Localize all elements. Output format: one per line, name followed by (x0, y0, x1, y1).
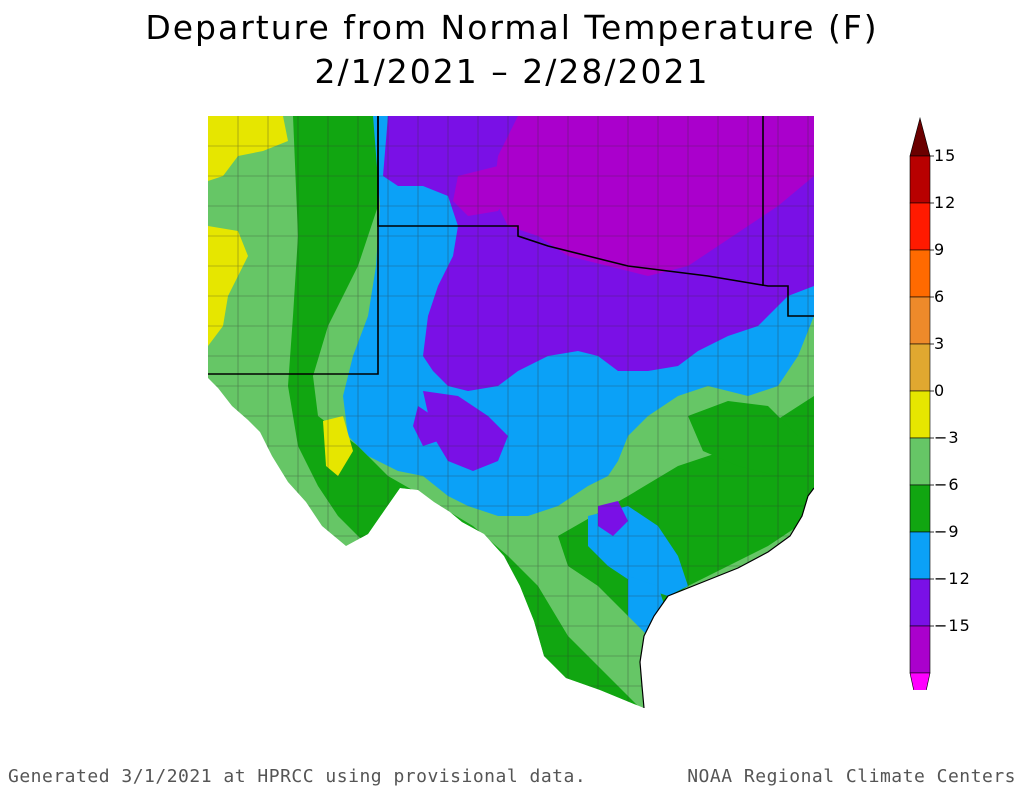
temperature-departure-map (208, 116, 814, 720)
legend-tick-label: 12 (934, 193, 957, 212)
legend-bin (909, 484, 931, 533)
purple-spot (453, 166, 513, 216)
legend-bins (909, 116, 934, 720)
legend-bin (909, 531, 931, 580)
legend-bin (909, 390, 931, 439)
legend-bin (909, 437, 931, 486)
legend-tick-label: 0 (934, 381, 946, 400)
map-date-range: 2/1/2021 – 2/28/2021 (314, 52, 710, 91)
legend-bin (909, 249, 931, 298)
green-zone-northeast (688, 401, 814, 476)
footer-source: NOAA Regional Climate Centers (687, 766, 1016, 787)
legend-tick-label: 3 (934, 334, 946, 353)
legend-tip-low (909, 672, 931, 720)
legend-tick-label: 6 (934, 287, 946, 306)
coastline (639, 487, 814, 709)
legend-tick-label: −3 (934, 428, 960, 447)
map-title: Departure from Normal Temperature (F) (145, 8, 879, 47)
violet-zone-central (423, 391, 508, 471)
legend-bin (909, 625, 931, 674)
legend-tick-label: 15 (934, 146, 957, 165)
legend-bin (909, 343, 931, 392)
legend-tick-label: −15 (934, 616, 971, 635)
legend-bin (909, 155, 931, 204)
state-boundaries (208, 116, 814, 375)
legend-tip-high (909, 116, 931, 157)
legend-tick-label: −12 (934, 569, 971, 588)
legend-tick-label: −6 (934, 475, 960, 494)
violet-spot-south (598, 501, 628, 536)
footer-generated-note: Generated 3/1/2021 at HPRCC using provis… (8, 766, 587, 787)
county-boundaries (208, 116, 814, 708)
legend-bin (909, 296, 931, 345)
legend-bin (909, 202, 931, 251)
legend-tick-label: 9 (934, 240, 946, 259)
legend-bin (909, 578, 931, 627)
legend-tick-label: −9 (934, 522, 960, 541)
ok-tx-border (377, 116, 814, 317)
